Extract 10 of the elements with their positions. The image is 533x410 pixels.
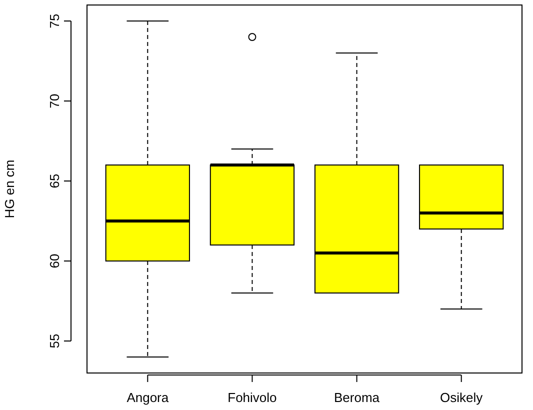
y-tick-label: 75: [47, 14, 62, 28]
x-tick-label: Angora: [126, 390, 170, 405]
x-tick-label: Beroma: [334, 390, 380, 405]
y-tick-label: 65: [47, 174, 62, 188]
x-tick-label: Fohivolo: [228, 390, 277, 405]
y-tick-label: 55: [47, 334, 62, 348]
y-tick-label: 60: [47, 254, 62, 268]
x-tick-label: Osikely: [440, 390, 484, 405]
y-tick-label: 70: [47, 94, 62, 108]
y-axis-title: HG en cm: [2, 160, 17, 218]
